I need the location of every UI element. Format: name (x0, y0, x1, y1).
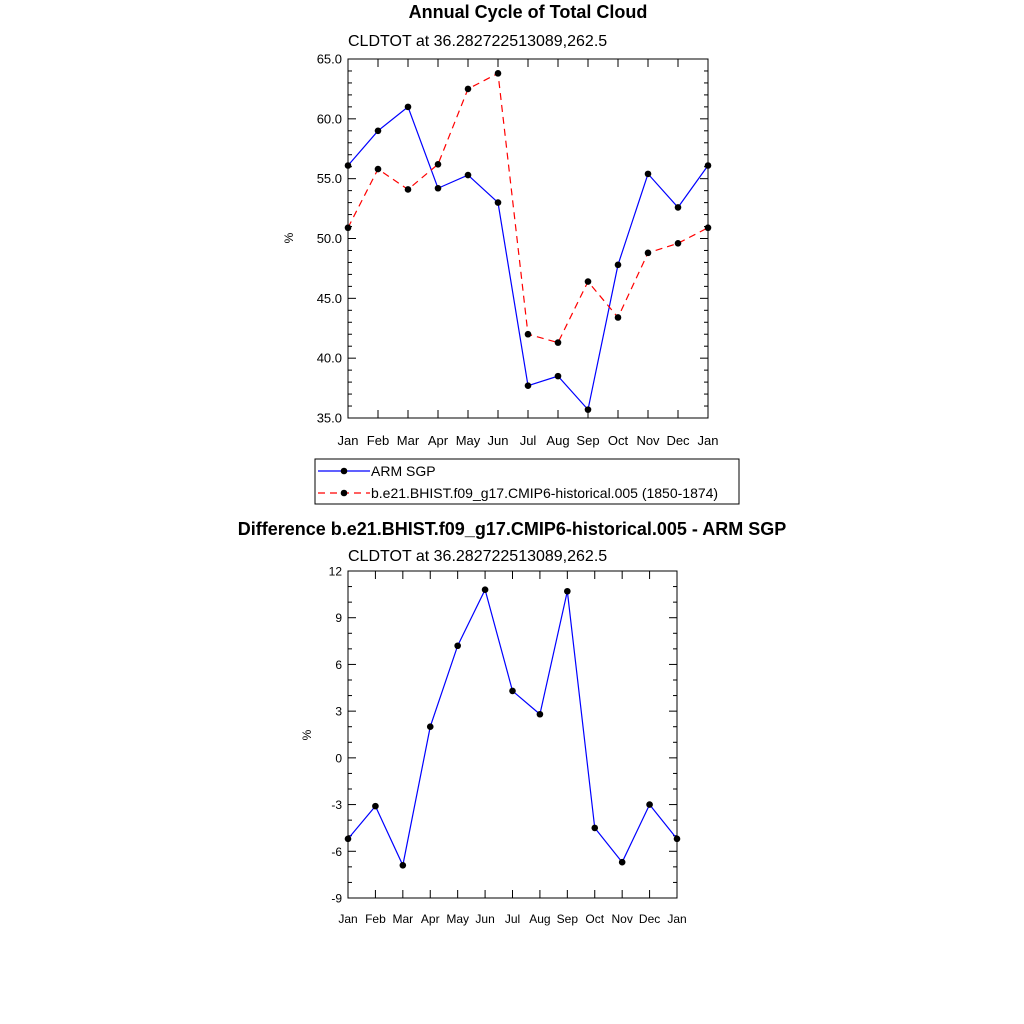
data-point (344, 162, 352, 169)
x-tick-label: Feb (367, 433, 389, 448)
data-point (674, 239, 682, 247)
data-point (404, 103, 412, 111)
x-tick-label: Dec (666, 433, 690, 448)
x-tick-label: Sep (576, 433, 599, 448)
data-point (584, 406, 592, 413)
x-tick-label: Jun (475, 912, 494, 926)
data-point (344, 224, 352, 232)
y-tick-label: 65.0 (317, 52, 342, 67)
data-point (464, 171, 472, 179)
y-tick-label: -9 (331, 892, 342, 906)
y-tick-label: 60.0 (317, 111, 342, 126)
y-tick-label: 9 (335, 611, 342, 625)
y-tick-label: -3 (331, 798, 342, 812)
difference-plot-area: -9 -6 -3 0 3 6 9 12 Jan Feb Mar Apr May Jun Jul Aug Sep O… (329, 565, 687, 927)
data-point (564, 587, 571, 595)
x-tick-label: May (456, 433, 481, 448)
data-point (524, 382, 532, 389)
x-tick-label: Jul (505, 912, 520, 926)
data-point (494, 199, 502, 206)
x-tick-label: Sep (557, 912, 579, 926)
x-tick-label: Oct (608, 433, 629, 448)
x-tick-label: Mar (392, 912, 413, 926)
x-tick-label: Jul (520, 433, 537, 448)
y-tick-label: 3 (335, 705, 342, 719)
annual-cycle-y-axis-label: % (282, 232, 296, 243)
x-tick-label: Apr (421, 912, 440, 926)
x-tick-label: Jan (338, 912, 357, 926)
data-point (618, 858, 626, 866)
data-point (374, 165, 382, 173)
data-point (464, 85, 472, 93)
x-tick-label: Dec (639, 912, 660, 926)
data-point (614, 261, 622, 269)
y-tick-label: 0 (335, 751, 342, 765)
y-tick-label: 35.0 (317, 411, 342, 426)
x-tick-label: Jan (338, 433, 359, 448)
y-tick-label: 40.0 (317, 351, 342, 366)
y-tick-label: 45.0 (317, 291, 342, 306)
y-tick-label: 50.0 (317, 231, 342, 246)
data-point (399, 862, 407, 869)
data-point (536, 710, 544, 718)
data-point (524, 330, 532, 338)
data-point (674, 204, 682, 211)
data-point (554, 339, 562, 346)
y-tick-label: 12 (329, 565, 343, 579)
difference-subtitle: CLDTOT at 36.282722513089,262.5 (348, 548, 607, 565)
x-tick-label: Apr (428, 433, 449, 448)
legend-marker-arm-sgp (340, 467, 348, 475)
data-point (481, 586, 489, 593)
data-point (344, 835, 352, 843)
x-tick-label: Aug (546, 433, 569, 448)
y-tick-label: -6 (331, 845, 342, 859)
data-point (494, 70, 502, 77)
legend-label-arm-sgp: ARM SGP (371, 463, 436, 479)
data-point (509, 687, 516, 695)
y-tick-label: 55.0 (317, 171, 342, 186)
x-tick-label: Jan (667, 912, 686, 926)
data-point (404, 186, 412, 193)
data-point (704, 162, 712, 169)
data-point (614, 314, 622, 321)
annual-cycle-subtitle: CLDTOT at 36.282722513089,262.5 (348, 33, 607, 50)
data-point (434, 184, 442, 192)
legend-marker-cmip6 (340, 489, 348, 497)
data-point (591, 824, 599, 832)
x-tick-label: Oct (585, 912, 604, 926)
data-point (646, 801, 653, 808)
data-point (704, 224, 712, 232)
x-tick-label: Feb (365, 912, 386, 926)
legend-box (314, 458, 740, 505)
data-point (584, 278, 592, 285)
data-point (644, 170, 652, 178)
x-tick-label: Aug (529, 912, 550, 926)
data-point (454, 642, 461, 650)
data-point (372, 802, 379, 810)
data-point (434, 161, 442, 168)
annual-cycle-plot-area: 35.0 40.0 45.0 50.0 55.0 60.0 65.0 Jan Feb Mar Apr… (317, 52, 719, 449)
difference-title: Difference b.e21.BHIST.f09_g17.CMIP6-his… (238, 519, 787, 539)
data-point (374, 127, 382, 135)
data-point (644, 249, 652, 257)
x-tick-label: Nov (611, 912, 632, 926)
annual-cycle-title: Annual Cycle of Total Cloud (409, 2, 648, 22)
annual-cycle-legend: ARM SGP b.e21.BHIST.f09_g17.CMIP6-histor… (314, 458, 740, 505)
y-tick-label: 6 (335, 658, 342, 672)
x-tick-label: May (446, 912, 469, 926)
data-point (426, 723, 434, 731)
x-tick-label: Mar (397, 433, 420, 448)
x-tick-label: Nov (636, 433, 660, 448)
data-point (673, 835, 681, 843)
difference-y-axis-label: % (300, 729, 314, 740)
legend-label-cmip6: b.e21.BHIST.f09_g17.CMIP6-historical.005… (371, 485, 718, 501)
x-tick-label: Jan (698, 433, 719, 448)
annual-cycle-chart: Annual Cycle of Total Cloud CLDTOT at 36… (282, 2, 740, 505)
x-tick-label: Jun (488, 433, 509, 448)
difference-chart: Difference b.e21.BHIST.f09_g17.CMIP6-his… (238, 519, 787, 926)
data-point (554, 372, 562, 380)
